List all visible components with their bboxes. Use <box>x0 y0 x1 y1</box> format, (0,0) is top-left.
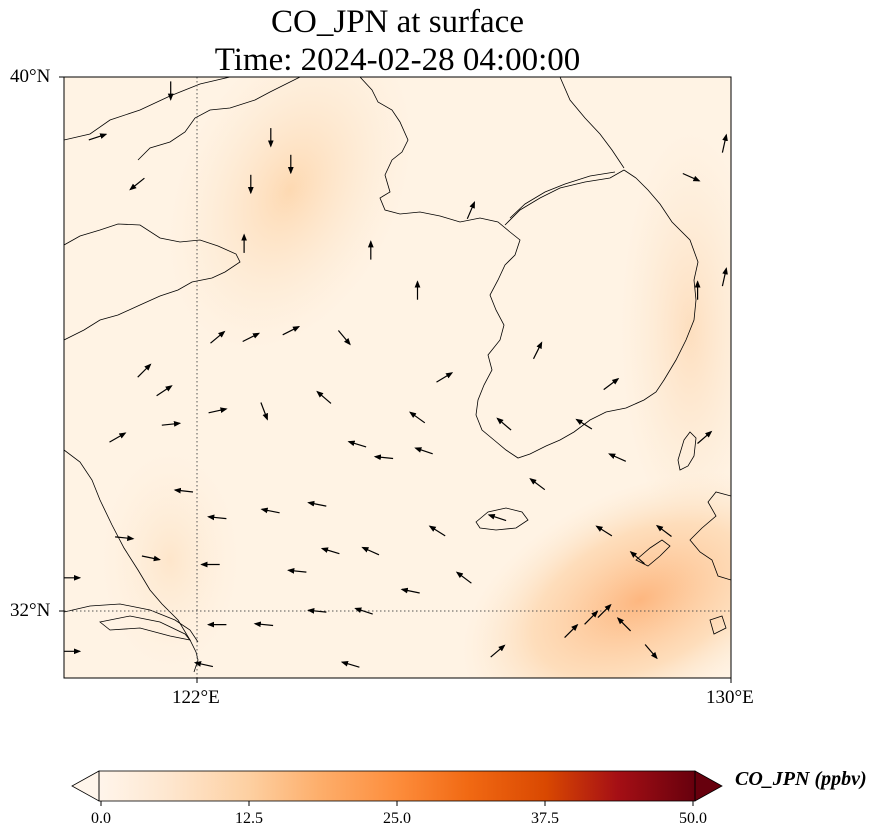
wind-arrow <box>466 200 475 220</box>
wind-arrow <box>721 133 728 153</box>
wind-arrow <box>260 402 268 421</box>
plume-northwest <box>167 77 413 351</box>
wind-arrow <box>320 547 340 555</box>
colorbar-tick-label: 50.0 <box>679 810 707 827</box>
wind-arrow <box>316 390 332 404</box>
colorbar-tick-label: 25.0 <box>383 810 411 827</box>
map-frame <box>63 76 732 679</box>
wind-arrow <box>629 550 645 565</box>
wind-arrow <box>337 330 351 346</box>
colorbar <box>71 770 723 806</box>
axis-ticks <box>59 76 732 683</box>
wind-arrow <box>210 330 226 344</box>
wind-arrow <box>409 411 426 424</box>
wind-arrow <box>307 608 327 614</box>
colorbar-tick-label: 37.5 <box>531 810 559 827</box>
wind-arrow <box>208 407 228 414</box>
wind-arrow <box>373 454 394 461</box>
wind-arrow <box>603 377 620 391</box>
wind-arrow <box>340 660 360 668</box>
wind-arrow <box>129 177 145 191</box>
map-subtitle-time: Time: 2024-02-28 04:00:00 <box>214 42 581 78</box>
gridlines <box>64 77 731 678</box>
plume-east <box>620 130 731 530</box>
wind-vectors <box>64 81 728 668</box>
lon-label-122E: 122°E <box>172 687 220 708</box>
wind-arrow <box>400 587 420 594</box>
wind-arrow <box>193 661 214 668</box>
wind-arrow <box>253 621 274 628</box>
wind-arrow <box>414 447 433 455</box>
wind-arrow <box>115 535 135 541</box>
coastlines <box>64 77 731 673</box>
wind-arrow <box>242 332 261 343</box>
wind-arrow <box>575 418 593 430</box>
colorbar-tick-label: 0.0 <box>91 810 111 827</box>
colorbar-extend-min <box>71 770 100 802</box>
wind-arrow <box>529 478 546 491</box>
colorbar-label: CO_JPN (ppbv) <box>735 768 867 790</box>
wind-arrow <box>595 525 613 537</box>
wind-arrow <box>608 453 627 462</box>
colorbar-tick-label: 12.5 <box>235 810 263 827</box>
wind-arrow <box>156 385 173 397</box>
wind-arrow <box>161 421 182 427</box>
concentration-field <box>64 77 731 678</box>
wind-arrow <box>490 644 506 658</box>
map-title: CO_JPN at surface <box>271 4 524 40</box>
wind-arrow <box>282 326 301 336</box>
wind-arrow <box>644 644 658 660</box>
wind-arrow <box>616 617 632 632</box>
wind-arrow <box>597 603 612 619</box>
wind-arrow <box>455 571 472 584</box>
wind-arrow <box>584 610 599 625</box>
colorbar-ticks <box>100 801 694 806</box>
wind-arrow <box>487 513 507 522</box>
wind-arrow <box>436 372 454 383</box>
colorbar-extend-max <box>694 770 723 802</box>
wind-arrow <box>532 341 543 360</box>
wind-arrow <box>347 440 367 448</box>
wind-arrow <box>564 623 579 639</box>
wind-arrow <box>109 432 127 443</box>
lat-label-32N: 32°N <box>10 600 51 621</box>
wind-arrow <box>428 525 446 537</box>
wind-arrow <box>682 172 701 182</box>
lon-label-130E: 130°E <box>706 687 754 708</box>
plume-southeast <box>461 471 731 678</box>
wind-arrow <box>260 507 280 514</box>
lat-label-40N: 40°N <box>10 66 51 87</box>
wind-arrow <box>721 267 728 287</box>
wind-arrow <box>496 417 512 431</box>
wind-arrow <box>697 430 713 444</box>
wind-arrow <box>88 133 108 141</box>
wind-arrow <box>141 555 161 562</box>
wind-arrow <box>173 487 194 494</box>
wind-arrow <box>137 363 152 378</box>
wind-arrow <box>361 546 380 556</box>
wind-arrow <box>287 568 307 574</box>
wind-arrow <box>207 514 227 521</box>
colorbar-gradient <box>99 771 695 801</box>
wind-arrow <box>307 500 327 507</box>
wind-arrow <box>354 607 373 615</box>
wind-arrow <box>655 524 672 537</box>
plume-southwest <box>100 450 240 670</box>
